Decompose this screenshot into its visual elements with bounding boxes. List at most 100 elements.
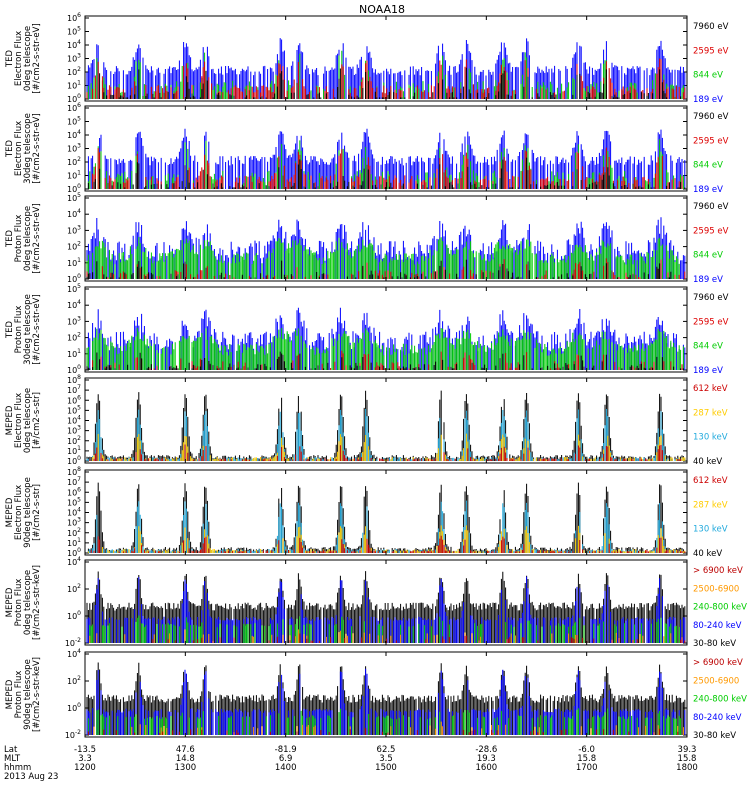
y-axis-label-line: Proton Flux — [14, 671, 24, 719]
y-axis-label-line: TED — [5, 139, 15, 158]
x-tick-label-mlt: 14.8 — [176, 754, 195, 764]
y-axis-label-line: MEPED — [5, 497, 15, 527]
y-axis-label-line: [#/cm2-s-str-eV] — [32, 23, 42, 93]
series-traces — [86, 307, 686, 370]
panel-3: 100 101 102 103 104 105 TED Proton Flux 0deg tel… — [5, 192, 729, 285]
y-axis-label: MEPED Proton Flux 0deg telescope [#/cm2-s-s… — [5, 565, 42, 640]
y-axis-label-line: TED — [5, 320, 15, 339]
y-tick-label: 104 — [67, 299, 81, 310]
x-tick-label-lat: -6.0 — [578, 745, 595, 755]
series-line — [90, 535, 686, 553]
legend-entry: 7960 eV — [693, 293, 729, 303]
legend-entry: 2595 eV — [693, 226, 729, 236]
x-tick-label-lat: -28.6 — [475, 745, 497, 755]
series-line — [87, 157, 686, 189]
y-axis-label-line: 30deg telescope — [23, 113, 33, 184]
x-axis-row-label: MLT — [4, 754, 21, 764]
series-line — [86, 237, 680, 279]
y-tick-label: 104 — [67, 648, 81, 659]
series-traces — [86, 571, 686, 643]
y-axis-label-line: [#/cm2-s-str-keV] — [32, 657, 42, 732]
legend-entry: 287 keV — [693, 408, 728, 418]
legend-entry: 2500-6900 — [693, 676, 739, 686]
chart-title: NOAA18 — [359, 3, 405, 16]
series-line — [86, 351, 684, 370]
x-tick-label-hhmm: 1800 — [676, 763, 698, 773]
y-tick-label: 108 — [67, 374, 81, 385]
y-tick-label: 102 — [67, 332, 81, 343]
y-tick-label: 105 — [67, 26, 81, 37]
panel-4: 100 101 102 103 104 105 TED Proton Flux 30deg te… — [5, 283, 729, 376]
y-axis-label-line: 0deg telescope — [23, 388, 33, 453]
series-line — [87, 500, 686, 553]
panel-7: 10-2 100 102 104 MEPED Proton Flux 0deg telesc… — [5, 556, 747, 649]
y-tick-label: 105 — [67, 116, 81, 127]
legend-entry: > 6900 keV — [693, 566, 743, 576]
y-tick-label: 102 — [67, 435, 81, 446]
series-line — [89, 629, 672, 643]
x-tick-label-lat: 62.5 — [377, 745, 396, 755]
legend-entry: 2595 eV — [693, 136, 729, 146]
x-tick-label-hhmm: 1500 — [375, 763, 397, 773]
y-tick-label: 104 — [67, 208, 81, 219]
y-tick-label: 104 — [67, 39, 81, 50]
y-tick-label: 105 — [67, 404, 81, 415]
legend-entry: 844 eV — [693, 71, 723, 81]
series-line — [89, 615, 680, 643]
y-tick-label: 102 — [67, 241, 81, 252]
y-axis-label-line: MEPED — [5, 405, 15, 435]
series-line — [92, 433, 686, 461]
series-line — [87, 728, 679, 735]
legend-entry: 189 eV — [693, 95, 723, 105]
panel-frame — [84, 469, 688, 556]
y-tick-label: 102 — [67, 675, 81, 686]
legend-entry: > 6900 keV — [693, 658, 743, 668]
y-axis-label-line: Proton Flux — [14, 306, 24, 354]
legend-entry: 7960 eV — [693, 112, 729, 122]
series-line — [87, 482, 684, 553]
x-tick-label-hhmm: 1600 — [476, 763, 498, 773]
series-traces — [87, 482, 686, 553]
x-tick-label-hhmm: 1300 — [175, 763, 197, 773]
series-line — [89, 444, 682, 461]
y-axis-label-line: 0deg telescope — [23, 570, 33, 635]
legend-entry: 2595 eV — [693, 317, 729, 327]
y-tick-label: 106 — [67, 102, 81, 113]
y-tick-label: 103 — [67, 53, 81, 64]
y-axis-label-line: [#/cm2-s-str] — [32, 392, 42, 449]
y-tick-label: 102 — [67, 583, 81, 594]
legend-entry: 80-240 keV — [693, 713, 742, 723]
series-traces — [87, 128, 686, 189]
x-tick-label-hhmm: 1700 — [576, 763, 598, 773]
legend-entry: 844 eV — [693, 161, 723, 171]
y-tick-label: 106 — [67, 486, 81, 497]
y-axis-label-line: Proton Flux — [14, 215, 24, 263]
panel-1: 100 101 102 103 104 105 106 TED Electron Flux 0de… — [5, 12, 729, 105]
legend-entry: 7960 eV — [693, 202, 729, 212]
y-axis-label-line: [#/cm2-s-str] — [32, 484, 42, 541]
y-tick-label: 103 — [67, 517, 81, 528]
series-line — [86, 258, 686, 279]
x-tick-label-lat: 47.6 — [176, 745, 195, 755]
y-axis-label-line: [#/cm2-s-str-eV] — [32, 203, 42, 273]
y-axis-label-line: TED — [5, 229, 15, 248]
legend-entry: 287 keV — [693, 500, 728, 510]
y-tick-label: 102 — [67, 527, 81, 538]
y-tick-label: 105 — [67, 192, 81, 203]
y-axis-label-line: [#/cm2-s-str-eV] — [32, 113, 42, 183]
legend-entry: 612 keV — [693, 384, 728, 394]
y-tick-label: 103 — [67, 143, 81, 154]
y-axis-label-line: Electron Flux — [14, 31, 24, 86]
y-tick-label: 108 — [67, 466, 81, 477]
y-tick-label: 101 — [67, 257, 81, 268]
x-tick-label-mlt: 15.8 — [577, 754, 596, 764]
x-axis-row-label: hhmm — [4, 763, 31, 773]
y-axis-label-line: [#/cm2-s-str-eV] — [32, 294, 42, 364]
series-traces — [86, 38, 686, 99]
y-tick-label: 100 — [67, 183, 81, 194]
legend-entry: 844 eV — [693, 251, 723, 261]
